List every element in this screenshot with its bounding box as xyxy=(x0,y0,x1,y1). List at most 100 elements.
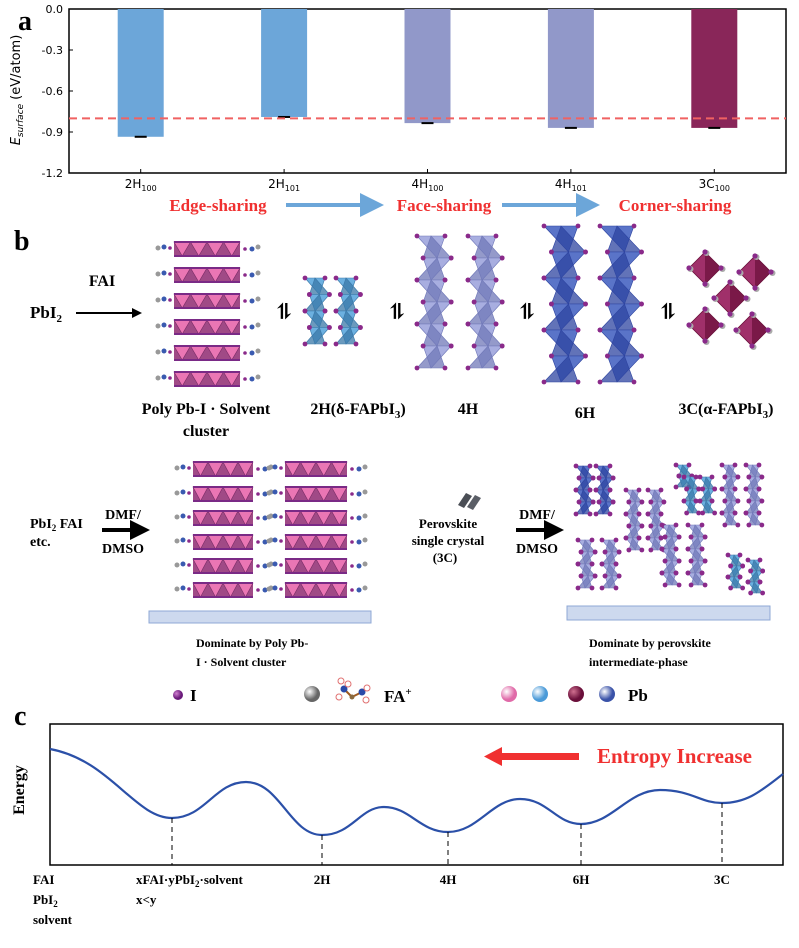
iodine-atom xyxy=(442,233,448,239)
legend-lead-label: Pb xyxy=(628,686,648,705)
corner-octahedron-shade xyxy=(752,314,768,346)
iodine-atom xyxy=(752,285,758,291)
right-caption-line2: intermediate-phase xyxy=(589,655,688,669)
iodine-atom xyxy=(575,379,581,385)
label-2h: 2H(δ-FAPbI3) xyxy=(310,401,405,421)
fa-molecule xyxy=(174,465,180,471)
iodine-atom xyxy=(279,587,283,591)
right-solvent-top: DMF/ xyxy=(519,508,556,523)
fa-molecule xyxy=(161,270,167,276)
iodine-atom xyxy=(414,233,420,239)
iodine-atom xyxy=(187,539,191,543)
2h-octahedron xyxy=(335,326,357,345)
x-tick-label-base: 4H xyxy=(555,177,572,191)
fa-molecule xyxy=(362,585,368,591)
iodine-atom xyxy=(752,253,758,259)
y-label-sub: surface xyxy=(16,103,26,137)
iodine-atom xyxy=(499,255,505,261)
iodine-atom xyxy=(414,365,420,371)
fa-molecule xyxy=(174,490,180,496)
pbi-layer xyxy=(174,294,240,308)
energy-axis-label: Energy xyxy=(11,765,28,815)
iodine-atom xyxy=(243,247,247,251)
cluster-4h-octahedron xyxy=(628,537,643,551)
y-axis-label: Esurface (eV/atom) xyxy=(9,35,26,146)
label-4h: 4H xyxy=(458,401,479,418)
iodine-atom xyxy=(243,351,247,355)
pbi-layer xyxy=(193,511,253,525)
iodine-atom xyxy=(168,324,172,328)
right-solvent-bottom: DMSO xyxy=(516,542,558,557)
iodine-atom xyxy=(681,498,687,504)
energy-landscape-curve xyxy=(49,747,784,837)
fa-molecule xyxy=(180,489,186,495)
iodine-atom xyxy=(333,341,339,347)
fa-molecule xyxy=(180,513,186,519)
x-tick-label-sub: 100 xyxy=(141,184,156,193)
iodine-atom xyxy=(353,341,359,347)
y-label-unit: (eV/atom) xyxy=(9,35,24,100)
iodine-atom xyxy=(735,474,741,480)
iodine-atom xyxy=(613,561,619,567)
iodine-atom xyxy=(613,585,619,591)
pbi-layer xyxy=(193,487,253,501)
iodine-atom xyxy=(243,325,247,329)
iodine-atom xyxy=(465,365,471,371)
iodine-atom xyxy=(187,515,191,519)
iodine-atom xyxy=(493,277,499,283)
iodine-atom xyxy=(307,292,312,297)
state-3c-label: 3C xyxy=(714,872,730,887)
panel-label-a: a xyxy=(18,6,32,37)
fa-molecule xyxy=(174,538,180,544)
iodine-atom xyxy=(684,486,690,492)
fa-molecule xyxy=(161,374,167,380)
iodine-atom xyxy=(702,281,708,287)
lead-ball-navy-icon xyxy=(599,686,615,702)
lead-ball-wine-icon xyxy=(568,686,584,702)
iodine-atom xyxy=(327,325,332,330)
iodine-atom xyxy=(623,487,629,493)
iodine-atom xyxy=(358,325,363,330)
cluster-4h-octahedron xyxy=(650,537,665,551)
iodine-atom xyxy=(725,574,731,580)
x-tick-label-base: 3C xyxy=(699,177,715,191)
fa-molecule xyxy=(262,515,268,521)
iodine-atom xyxy=(631,327,637,333)
iodine-atom xyxy=(756,462,762,468)
iodine-atom xyxy=(168,376,172,380)
iodine-atom xyxy=(187,563,191,567)
iodine-atom xyxy=(735,522,741,528)
left-solvent-bottom: DMSO xyxy=(102,542,144,557)
fa-molecule xyxy=(255,296,261,302)
polytype-structures xyxy=(155,223,776,387)
iodine-atom xyxy=(302,308,308,314)
cluster-2h-octahedron xyxy=(730,576,744,589)
iodine-atom xyxy=(587,511,593,517)
iodine-atom xyxy=(661,499,667,505)
iodine-atom xyxy=(718,265,724,271)
iodine-atom xyxy=(583,301,588,307)
iodine-atom xyxy=(599,561,605,567)
fa-molecule xyxy=(155,271,161,277)
iodine-atom xyxy=(599,537,605,543)
iodine-atom xyxy=(168,298,172,302)
iodine-atom xyxy=(616,549,622,555)
iodine-atom xyxy=(684,510,690,516)
energy-plot-frame xyxy=(49,723,784,866)
bar-3c-100 xyxy=(691,9,738,128)
iodine-atom xyxy=(748,568,754,574)
iodine-atom xyxy=(420,255,426,261)
iodine-atom xyxy=(168,350,172,354)
iodine-atom xyxy=(728,585,734,591)
iodine-atom xyxy=(575,327,581,333)
iodine-atom xyxy=(597,223,603,229)
iodine-atom xyxy=(573,463,579,469)
iodine-atom xyxy=(322,275,328,281)
fa-molecule xyxy=(255,244,261,250)
iodine-atom xyxy=(688,582,694,588)
iodine-atom xyxy=(333,275,339,281)
iodine-atom xyxy=(549,249,554,255)
iodine-atom xyxy=(592,573,598,579)
intermediate-phase-cluster xyxy=(573,462,766,596)
iodine-atom xyxy=(597,275,603,281)
